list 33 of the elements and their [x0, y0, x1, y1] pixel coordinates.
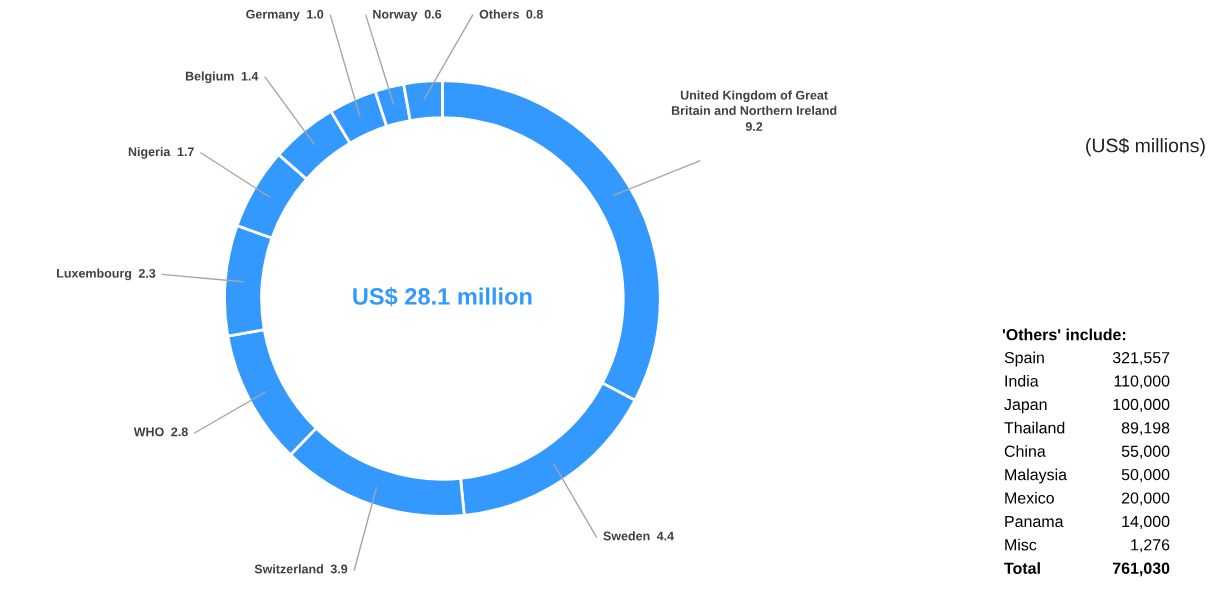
text: Thailand 89,198 [1004, 421, 1170, 436]
data-label: 1.7 [177, 147, 194, 157]
slice-label: Others [479, 9, 519, 19]
text: (US$ millions) [1086, 137, 1205, 157]
slice-label: Belgium [185, 71, 234, 84]
text: Japan 100,000 [1004, 398, 1170, 414]
data-label: 2.8 [171, 427, 188, 437]
text: Panama 14,000 [1005, 515, 1170, 529]
slice-label: Nigeria [128, 146, 171, 159]
text: US$ 28.1 million [353, 287, 532, 307]
data-label: 2.3 [138, 268, 156, 278]
data-label: 4.4 [656, 531, 674, 541]
text: Malaysia 50,000 [1005, 468, 1170, 484]
slice-label: United Kingdom of Great Britain and Northern Ireland [671, 90, 837, 115]
text: Mexico 20,000 [1005, 491, 1170, 506]
data-label: 1.0 [307, 9, 324, 19]
data-label: 0.8 [526, 9, 543, 19]
text: Spain 321,557 [1004, 351, 1170, 367]
data-label: 0.6 [424, 9, 442, 19]
text: 'Others' include: [1002, 328, 1126, 341]
text: India 110,000 [1005, 374, 1170, 389]
text: Total 761,030 [1004, 562, 1170, 577]
slice-label: Switzerland [254, 564, 323, 574]
data-label: 1.4 [241, 71, 259, 81]
data-label: 3.9 [330, 564, 348, 574]
slice-label: Sweden [603, 531, 650, 541]
slice-label: Germany [246, 9, 300, 22]
text: Misc 1,276 [1005, 538, 1170, 553]
slice-label: Luxembourg [57, 268, 132, 281]
slice-label: WHO [133, 427, 164, 437]
slice-label: Norway [373, 9, 418, 22]
data-label: 9.2 [745, 122, 763, 131]
text: China 55,000 [1004, 445, 1170, 459]
